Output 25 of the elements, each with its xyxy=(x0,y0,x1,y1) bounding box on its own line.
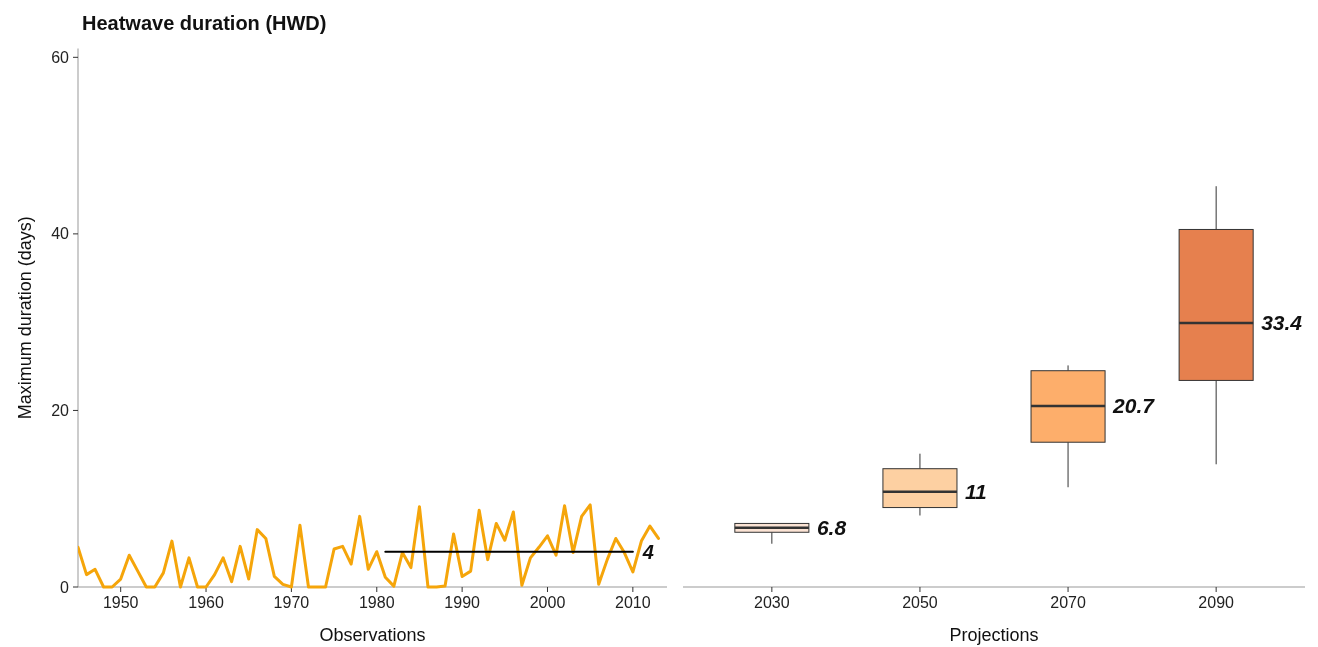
x-tick-label: 1990 xyxy=(444,594,481,611)
x-tick-label: 2010 xyxy=(615,594,651,611)
x-axis-title: Observations xyxy=(319,625,426,645)
x-tick-label: 2000 xyxy=(529,594,566,611)
x-tick-label: 1960 xyxy=(188,594,224,611)
annotation: 4 xyxy=(641,540,654,563)
y-tick-label: 20 xyxy=(51,402,70,420)
annotation: 20.7 xyxy=(1112,394,1156,418)
x-tick-label: 2070 xyxy=(1050,594,1086,611)
y-tick-label: 60 xyxy=(51,48,70,66)
line-series xyxy=(78,503,660,589)
y-axis-title: Maximum duration (days) xyxy=(15,216,35,420)
annotation: 33.4 xyxy=(1261,311,1303,335)
chart-title: Heatwave duration (HWD) xyxy=(82,12,327,34)
x-axis-title: Projections xyxy=(949,625,1039,645)
x-tick-label: 2050 xyxy=(902,594,938,611)
annotation: 11 xyxy=(964,480,987,504)
y-tick-label: 40 xyxy=(51,225,70,243)
x-tick-label: 2030 xyxy=(754,594,790,611)
x-tick-label: 1950 xyxy=(102,594,139,611)
x-tick-label: 1970 xyxy=(273,594,310,611)
y-tick-label: 0 xyxy=(60,578,70,596)
x-tick-label: 2090 xyxy=(1198,594,1235,611)
x-tick-label: 1980 xyxy=(358,594,395,611)
annotation: 6.8 xyxy=(816,516,847,540)
